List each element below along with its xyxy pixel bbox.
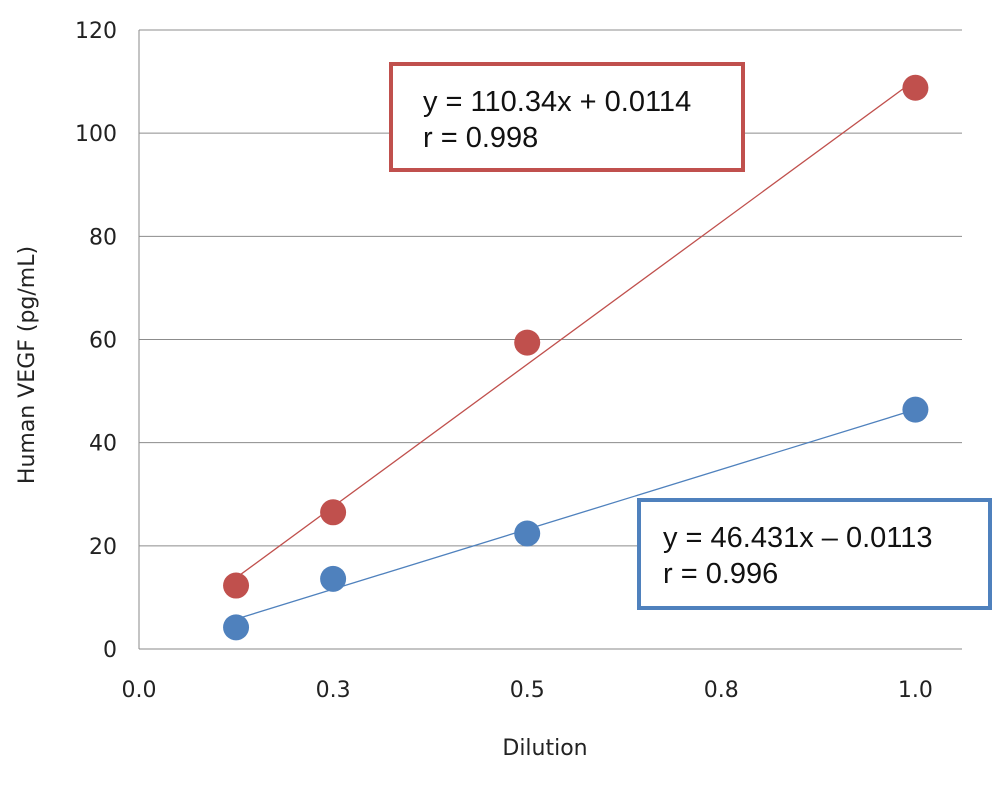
r-value-text-blue: r = 0.996: [663, 558, 779, 590]
y-tick-label: 100: [75, 122, 117, 147]
x-tick-label: 0.8: [704, 678, 739, 703]
trendline-series-0: [235, 79, 916, 579]
data-point-series-0: [514, 329, 541, 356]
y-tick-label: 60: [89, 329, 117, 354]
y-tick-label: 20: [89, 535, 117, 560]
y-tick-label: 120: [75, 19, 117, 44]
y-tick-label: 40: [89, 432, 117, 457]
y-tick-label: 80: [89, 225, 117, 250]
y-tick-label: 0: [103, 638, 117, 663]
x-tick-label: 0.3: [316, 678, 351, 703]
data-point-series-0: [902, 74, 929, 101]
data-point-series-1: [514, 520, 541, 547]
data-point-series-1: [902, 396, 929, 423]
equation-box-blue: y = 46.431x – 0.0113 r = 0.996: [637, 498, 992, 610]
data-point-series-0: [223, 572, 250, 599]
data-point-series-0: [320, 499, 347, 526]
equation-text-blue: y = 46.431x – 0.0113: [663, 522, 933, 554]
x-axis-ticks: 0.0 0.3 0.5 0.8 1.0: [122, 678, 933, 703]
data-point-series-1: [223, 614, 250, 641]
data-points: [223, 74, 929, 641]
equation-box-red: y = 110.34x + 0.0114 r = 0.998: [389, 62, 745, 172]
x-tick-label: 1.0: [898, 678, 933, 703]
x-tick-label: 0.5: [510, 678, 545, 703]
gridlines: [138, 29, 962, 650]
equation-text-red: y = 110.34x + 0.0114: [423, 86, 692, 118]
y-axis-title: Human VEGF (pg/mL): [15, 246, 40, 484]
trendlines: [235, 79, 916, 620]
trendline-series-1: [235, 408, 916, 620]
data-point-series-1: [320, 565, 347, 592]
x-tick-label: 0.0: [122, 678, 157, 703]
r-value-text-red: r = 0.998: [423, 122, 539, 154]
y-axis-ticks: 0 20 40 60 80 100 120: [75, 19, 117, 663]
x-axis-title: Dilution: [502, 736, 587, 761]
